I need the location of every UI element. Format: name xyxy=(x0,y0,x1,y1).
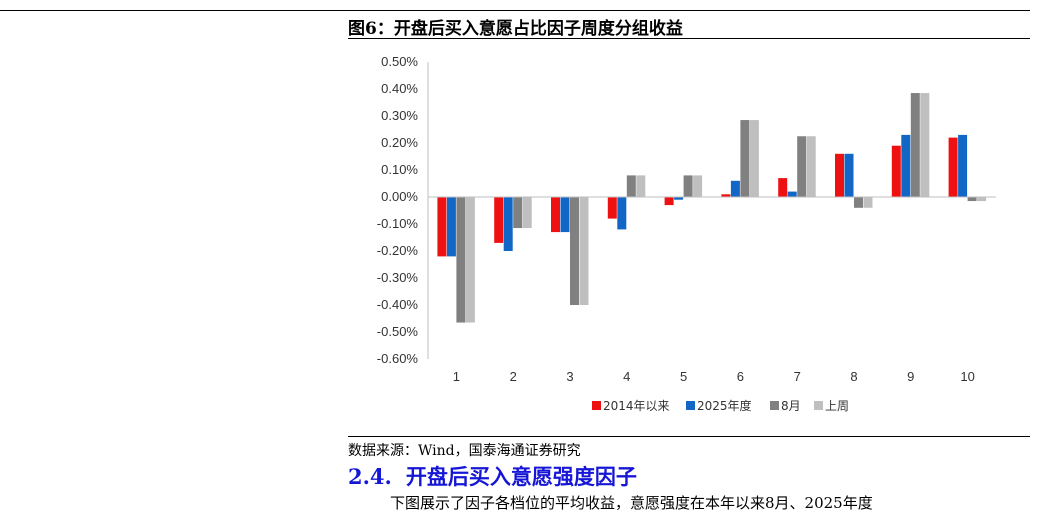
bar xyxy=(967,197,977,202)
legend-item: 上周 xyxy=(814,399,849,413)
bar xyxy=(560,197,570,233)
section-heading: 2.4. 开盘后买入意愿强度因子 xyxy=(348,461,637,491)
x-tick-label: 6 xyxy=(737,369,744,384)
bar xyxy=(494,197,504,243)
y-tick-label: -0.60% xyxy=(377,351,419,366)
bar xyxy=(446,197,456,257)
y-tick-label: 0.10% xyxy=(381,162,418,177)
bar xyxy=(901,134,911,197)
bar xyxy=(522,197,532,229)
legend-swatch xyxy=(592,401,601,410)
data-source-note: 数据来源：Wind，国泰海通证券研究 xyxy=(348,443,581,459)
x-tick-label: 5 xyxy=(680,369,687,384)
page-top-rule xyxy=(0,10,1030,11)
bar xyxy=(693,175,703,197)
x-axis: 1 2 3 4 5 6 7 8 9 10 xyxy=(428,196,996,384)
bar xyxy=(806,136,816,197)
x-tick-label: 10 xyxy=(960,369,974,384)
x-tick-label: 9 xyxy=(907,369,914,384)
bar xyxy=(920,93,930,197)
bar xyxy=(948,137,958,197)
bar xyxy=(664,197,674,206)
legend-label: 上周 xyxy=(825,399,849,413)
bar xyxy=(787,191,797,197)
bar xyxy=(456,197,466,323)
bar xyxy=(570,197,579,305)
bar xyxy=(749,120,759,197)
bar xyxy=(617,197,627,230)
bar xyxy=(636,175,646,197)
legend-swatch xyxy=(770,401,779,410)
bar xyxy=(674,197,684,200)
bar xyxy=(835,153,844,197)
bar xyxy=(551,197,560,233)
x-tick-label: 7 xyxy=(794,369,801,384)
bar xyxy=(854,197,863,208)
legend-swatch xyxy=(814,401,823,410)
bar xyxy=(513,197,523,229)
bar xyxy=(721,194,731,197)
y-tick-label: -0.50% xyxy=(377,324,419,339)
bar xyxy=(778,178,788,197)
y-tick-label: -0.10% xyxy=(377,216,419,231)
y-tick-label: -0.20% xyxy=(377,243,419,258)
legend-swatch xyxy=(686,401,695,410)
figure-title-rule xyxy=(348,38,1030,39)
bar xyxy=(607,197,617,219)
x-tick-label: 1 xyxy=(453,369,460,384)
body-text-fragment: 下图展示了因子各档位的平均收益，意愿强度在本年以来8月、2025年度 xyxy=(390,494,873,512)
x-tick-label: 2 xyxy=(510,369,517,384)
y-tick-label: -0.30% xyxy=(377,270,419,285)
x-tick-label: 4 xyxy=(623,369,630,384)
bars xyxy=(437,93,987,323)
bar xyxy=(465,197,475,323)
bar xyxy=(891,145,901,197)
legend-label: 8月 xyxy=(781,399,801,413)
bar xyxy=(683,175,693,197)
bar-chart: 0.50% 0.40% 0.30% 0.20% 0.10% 0.00% -0.10% -0.2… xyxy=(377,54,996,413)
figure-title: 图6：开盘后买入意愿占比因子周度分组收益 xyxy=(348,19,683,39)
y-tick-label: -0.40% xyxy=(377,297,419,312)
bar xyxy=(958,134,968,197)
bar xyxy=(579,197,589,305)
legend-label: 2014年以来 xyxy=(603,399,670,413)
legend-item: 2014年以来 xyxy=(592,399,670,413)
legend-item: 2025年度 xyxy=(686,398,752,413)
bar xyxy=(797,136,807,197)
source-rule xyxy=(348,436,1030,437)
bar xyxy=(626,175,636,197)
bar xyxy=(503,197,513,251)
legend-label: 2025年度 xyxy=(697,398,752,413)
bar xyxy=(977,197,987,202)
bar xyxy=(910,93,920,197)
y-tick-label: 0.50% xyxy=(381,54,418,69)
y-axis: 0.50% 0.40% 0.30% 0.20% 0.10% 0.00% -0.10% -0.2… xyxy=(377,54,429,366)
bar xyxy=(730,180,740,197)
y-tick-label: 0.20% xyxy=(381,135,418,150)
bar xyxy=(863,197,873,208)
legend-item: 8月 xyxy=(770,399,801,413)
section-number: 2.4. xyxy=(348,464,392,489)
x-tick-label: 3 xyxy=(566,369,573,384)
legend: 2014年以来 2025年度 8月 上周 xyxy=(592,398,849,413)
y-tick-label: 0.40% xyxy=(381,81,418,96)
section-title: 开盘后买入意愿强度因子 xyxy=(405,464,637,489)
x-tick-label: 8 xyxy=(850,369,857,384)
y-tick-label: 0.30% xyxy=(381,108,418,123)
bar xyxy=(844,153,854,197)
y-tick-label: 0.00% xyxy=(381,189,418,204)
bar xyxy=(437,197,447,257)
bar xyxy=(740,120,750,197)
